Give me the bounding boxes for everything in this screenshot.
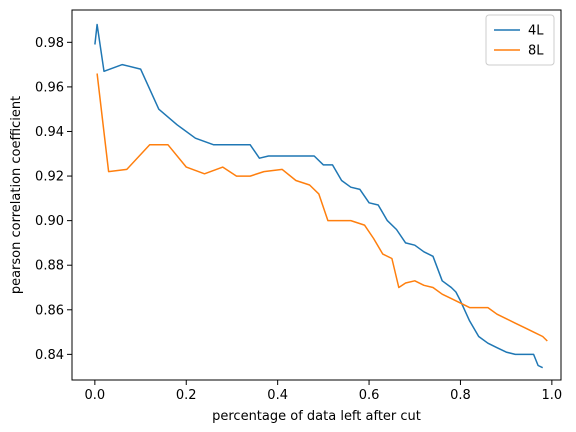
y-tick-label: 0.88 bbox=[35, 259, 64, 274]
y-tick-label: 0.92 bbox=[35, 170, 64, 185]
legend: 4L 8L bbox=[485, 14, 555, 66]
y-tick-label: 0.90 bbox=[35, 214, 64, 229]
x-tick-label: 0.2 bbox=[176, 388, 197, 403]
legend-label-8l: 8L bbox=[528, 44, 544, 59]
x-tick-label: 1.0 bbox=[542, 388, 563, 403]
x-axis-ticks: 0.0 0.2 0.4 0.6 0.8 1.0 bbox=[85, 380, 563, 403]
series-line-8l bbox=[96, 73, 548, 342]
y-axis-ticks: 0.84 0.86 0.88 0.90 0.92 0.94 0.96 0.98 bbox=[35, 36, 72, 363]
x-axis-label: percentage of data left after cut bbox=[212, 409, 421, 424]
series-layer bbox=[94, 23, 548, 369]
legend-box bbox=[485, 14, 555, 66]
series-line-4l bbox=[94, 23, 544, 369]
x-tick-label: 0.8 bbox=[450, 388, 471, 403]
y-axis-label: pearson correlation coefficient bbox=[9, 96, 24, 294]
x-tick-label: 0.6 bbox=[359, 388, 380, 403]
x-tick-label: 0.4 bbox=[267, 388, 288, 403]
plot-frame bbox=[71, 9, 562, 381]
y-tick-label: 0.96 bbox=[35, 80, 64, 95]
y-tick-label: 0.84 bbox=[35, 348, 64, 363]
y-tick-label: 0.98 bbox=[35, 36, 64, 51]
y-tick-label: 0.86 bbox=[35, 303, 64, 318]
legend-label-4l: 4L bbox=[528, 24, 544, 39]
y-tick-label: 0.94 bbox=[35, 125, 64, 140]
x-tick-label: 0.0 bbox=[85, 388, 106, 403]
